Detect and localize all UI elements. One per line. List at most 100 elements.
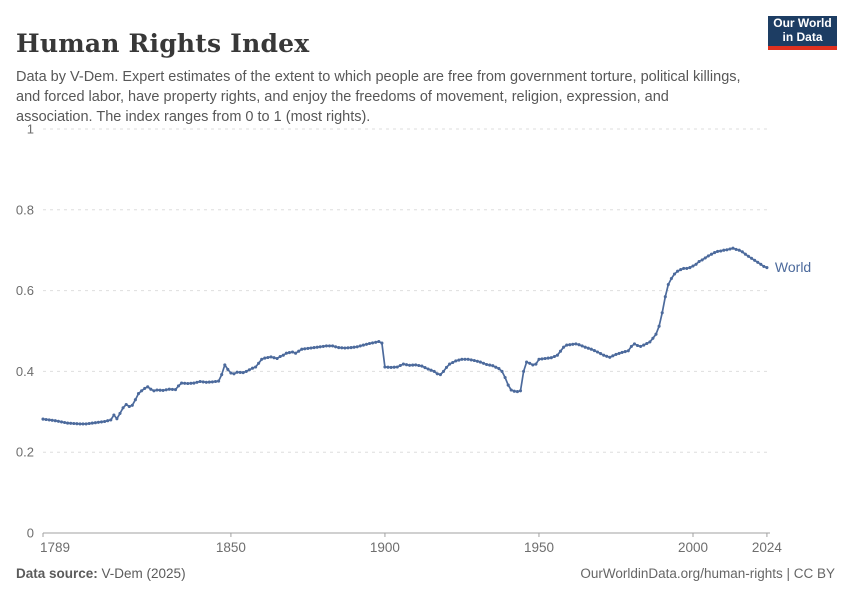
data-point-marker	[700, 258, 704, 262]
data-point-marker	[518, 389, 523, 393]
line-chart[interactable]: 0 0.2 0.4 0.6 0.8 1 1789 1850 1900 1950 2000 2024 Wo…	[0, 112, 850, 562]
data-point-marker	[241, 371, 245, 375]
data-point-marker	[549, 356, 553, 360]
data-point-marker	[645, 341, 649, 346]
y-axis-tick-label: 0.6	[16, 283, 34, 298]
data-point-marker	[124, 402, 128, 407]
data-point-marker	[118, 411, 122, 415]
data-point-marker	[694, 262, 698, 266]
data-point-marker	[441, 369, 446, 373]
x-axis-tick-label: 1900	[370, 540, 400, 555]
data-point-marker	[685, 266, 689, 270]
data-point-marker	[294, 351, 298, 355]
data-point-marker	[515, 390, 519, 394]
entity-label-world[interactable]: World	[775, 259, 811, 275]
data-point-marker	[44, 417, 48, 422]
data-point-marker	[115, 417, 119, 421]
data-point-marker	[475, 359, 479, 363]
data-point-marker	[691, 264, 695, 268]
data-point-marker	[173, 388, 178, 392]
data-point-marker	[639, 344, 643, 348]
data-point-marker	[531, 363, 535, 367]
data-point-marker	[364, 342, 369, 346]
x-axis-tick-label: 1850	[216, 540, 246, 555]
data-point-marker	[740, 250, 744, 254]
data-point-marker	[635, 343, 640, 348]
data-point-marker	[167, 387, 171, 391]
data-point-marker	[558, 349, 563, 353]
world-line-series[interactable]	[42, 247, 768, 425]
data-point-marker	[719, 249, 723, 253]
data-point-marker	[444, 365, 449, 369]
data-point-marker	[429, 368, 433, 372]
x-axis-tick-label: 2000	[678, 540, 708, 555]
data-point-marker	[580, 344, 584, 348]
data-point-marker	[562, 345, 566, 349]
data-point-marker	[466, 357, 470, 361]
data-point-marker	[334, 345, 338, 349]
data-point-marker	[414, 363, 418, 367]
y-axis-tick-label: 1	[27, 122, 34, 137]
data-point-marker	[481, 361, 486, 365]
data-point-marker	[303, 347, 307, 351]
data-point-marker	[420, 364, 424, 368]
data-point-marker	[161, 388, 165, 392]
owid-logo: Our World in Data	[768, 16, 837, 50]
data-point-marker	[592, 349, 596, 353]
data-point-marker	[491, 364, 495, 368]
data-point-marker	[595, 350, 600, 354]
data-point-marker	[669, 276, 673, 281]
data-point-marker	[47, 418, 51, 422]
data-point-marker	[469, 358, 473, 362]
data-point-marker	[272, 356, 276, 360]
data-point-marker	[534, 362, 538, 366]
data-point-marker	[386, 365, 390, 369]
data-point-marker	[398, 363, 402, 368]
data-point-marker	[583, 345, 587, 349]
data-point-marker	[746, 254, 750, 258]
data-point-marker	[509, 388, 513, 392]
x-axis-tick-label: 2024	[752, 540, 783, 555]
y-axis-tick-label: 0.2	[16, 445, 34, 460]
data-point-marker	[106, 419, 110, 423]
data-point-marker	[599, 352, 603, 356]
data-point-marker	[164, 388, 168, 392]
data-point-marker	[672, 272, 677, 276]
data-point-marker	[53, 419, 57, 423]
data-point-marker	[75, 422, 79, 426]
data-point-marker	[657, 324, 661, 328]
y-axis-tick-label: 0.8	[16, 202, 34, 217]
data-point-marker	[629, 344, 633, 348]
data-point-marker	[734, 247, 738, 251]
data-point-marker	[263, 356, 267, 360]
data-point-marker	[725, 248, 729, 252]
data-point-marker	[87, 421, 91, 426]
data-point-marker	[278, 354, 282, 359]
data-point-marker	[737, 248, 741, 252]
data-point-marker	[589, 347, 593, 351]
x-axis-tick-label: 1789	[40, 540, 70, 555]
data-point-marker	[648, 340, 652, 344]
data-point-marker	[478, 360, 482, 364]
data-point-marker	[423, 366, 427, 370]
data-point-marker	[198, 379, 202, 384]
owid-logo-line1: Our World	[773, 16, 832, 31]
data-point-marker	[170, 387, 174, 391]
data-point-marker	[380, 341, 384, 345]
data-point-marker	[90, 421, 94, 425]
data-point-marker	[183, 381, 187, 385]
data-point-marker	[457, 358, 461, 362]
data-point-marker	[565, 343, 569, 347]
data-point-marker	[140, 389, 144, 393]
data-point-marker	[395, 365, 399, 369]
data-point-marker	[244, 369, 248, 373]
data-point-marker	[374, 340, 378, 344]
data-point-marker	[155, 388, 159, 392]
data-point-marker	[84, 422, 88, 426]
chart-footer: Data source: V-Dem (2025) OurWorldinData…	[16, 566, 835, 581]
data-point-marker	[41, 417, 45, 421]
data-point-marker	[146, 385, 150, 389]
data-point-marker	[281, 353, 285, 357]
credit-link[interactable]: OurWorldinData.org/human-rights | CC BY	[580, 566, 835, 581]
